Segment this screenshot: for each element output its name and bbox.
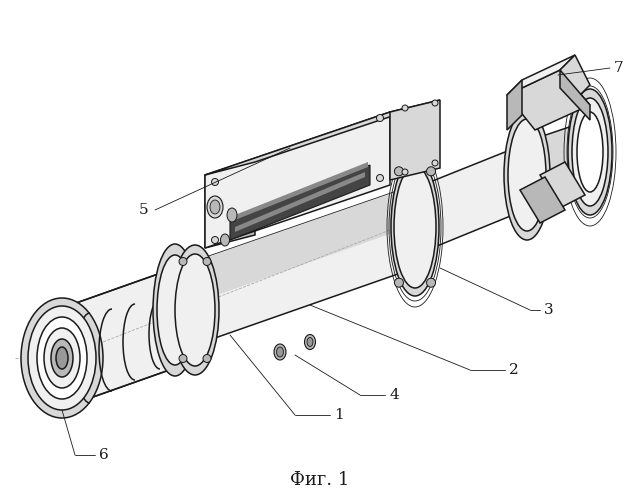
Ellipse shape <box>391 158 439 296</box>
Text: 5: 5 <box>139 203 148 217</box>
Ellipse shape <box>402 105 408 111</box>
Ellipse shape <box>227 208 237 222</box>
Polygon shape <box>205 100 440 175</box>
Ellipse shape <box>175 254 215 366</box>
Polygon shape <box>507 55 575 95</box>
Ellipse shape <box>51 339 73 377</box>
Text: Фиг. 1: Фиг. 1 <box>290 471 349 489</box>
Ellipse shape <box>427 167 436 176</box>
Ellipse shape <box>153 244 197 376</box>
Ellipse shape <box>274 344 286 360</box>
Ellipse shape <box>394 167 403 176</box>
Ellipse shape <box>212 178 219 186</box>
Polygon shape <box>62 268 175 408</box>
Ellipse shape <box>432 100 438 106</box>
Ellipse shape <box>220 234 229 246</box>
Polygon shape <box>560 70 590 120</box>
Ellipse shape <box>432 160 438 166</box>
Text: 7: 7 <box>614 61 624 75</box>
Ellipse shape <box>21 298 103 418</box>
Polygon shape <box>230 165 370 240</box>
Text: 6: 6 <box>99 448 109 462</box>
Polygon shape <box>175 185 415 352</box>
Ellipse shape <box>44 328 80 388</box>
Ellipse shape <box>210 200 220 214</box>
Polygon shape <box>540 162 585 208</box>
Polygon shape <box>235 172 365 232</box>
Ellipse shape <box>394 278 403 287</box>
Ellipse shape <box>376 114 383 121</box>
Ellipse shape <box>577 112 603 192</box>
Ellipse shape <box>157 255 193 365</box>
Ellipse shape <box>207 196 223 218</box>
Ellipse shape <box>305 334 316 349</box>
Ellipse shape <box>37 317 87 399</box>
Ellipse shape <box>504 110 550 240</box>
Ellipse shape <box>56 347 68 369</box>
Polygon shape <box>415 142 530 255</box>
Text: 1: 1 <box>334 408 344 422</box>
Polygon shape <box>175 185 415 310</box>
Ellipse shape <box>277 347 284 357</box>
Ellipse shape <box>572 98 608 206</box>
Polygon shape <box>507 80 522 130</box>
Polygon shape <box>205 162 255 248</box>
Ellipse shape <box>568 89 612 215</box>
Polygon shape <box>520 177 565 223</box>
Ellipse shape <box>179 258 187 266</box>
Ellipse shape <box>376 174 383 182</box>
Polygon shape <box>525 120 590 208</box>
Polygon shape <box>235 162 368 220</box>
Polygon shape <box>205 112 390 248</box>
Text: 3: 3 <box>544 303 553 317</box>
Polygon shape <box>560 55 590 100</box>
Ellipse shape <box>28 306 96 410</box>
Polygon shape <box>390 100 440 180</box>
Ellipse shape <box>427 278 436 287</box>
Ellipse shape <box>307 338 313 346</box>
Ellipse shape <box>394 166 436 288</box>
Ellipse shape <box>395 167 435 287</box>
Ellipse shape <box>179 354 187 362</box>
Ellipse shape <box>212 236 219 244</box>
Text: 2: 2 <box>509 363 519 377</box>
Ellipse shape <box>402 169 408 175</box>
Ellipse shape <box>203 354 211 362</box>
Ellipse shape <box>203 258 211 266</box>
Ellipse shape <box>508 119 546 231</box>
Polygon shape <box>507 70 590 130</box>
Ellipse shape <box>399 177 431 277</box>
Text: 4: 4 <box>389 388 399 402</box>
Ellipse shape <box>171 245 219 375</box>
